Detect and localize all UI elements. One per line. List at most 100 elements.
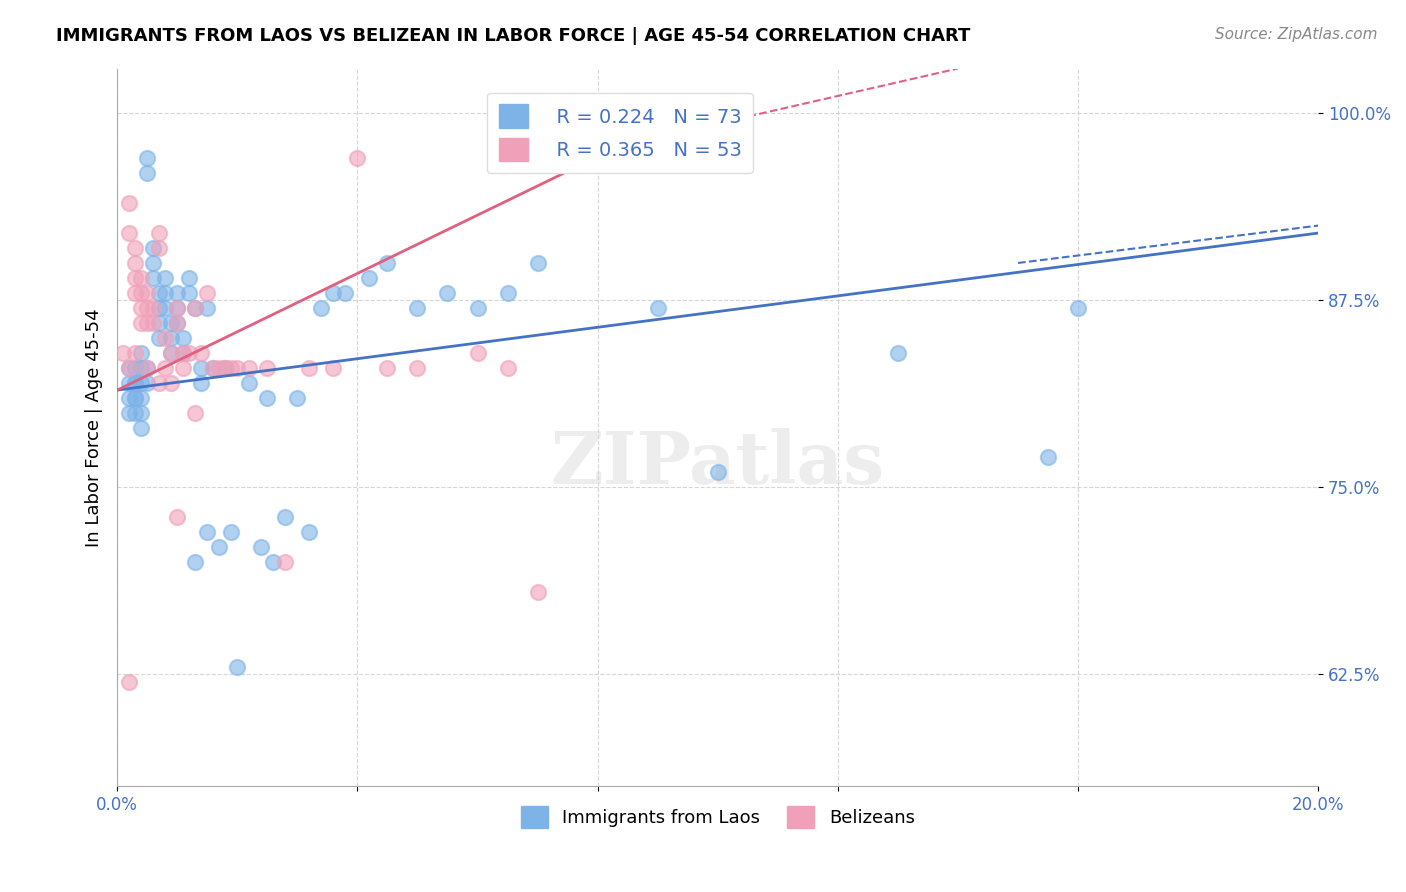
Point [526,256,548,270]
Y-axis label: In Labor Force | Age 45-54: In Labor Force | Age 45-54 [86,309,103,547]
Point [118,226,141,240]
Point [238,376,260,390]
Point [274,555,297,569]
Point [136,376,159,390]
Point [195,525,218,540]
Point [136,285,159,300]
Point [124,405,146,419]
Point [148,376,170,390]
Point [118,391,141,405]
Point [136,151,159,165]
Point [166,285,188,300]
Point [1036,450,1059,465]
Point [166,510,188,524]
Text: Source: ZipAtlas.com: Source: ZipAtlas.com [1215,27,1378,42]
Point [262,555,284,569]
Point [136,360,159,375]
Point [160,345,183,359]
Point [136,360,159,375]
Point [496,360,519,375]
Point [124,391,146,405]
Point [184,301,207,315]
Point [647,301,669,315]
Point [118,360,141,375]
Point [155,360,177,375]
Point [190,376,212,390]
Point [298,525,321,540]
Point [136,301,159,315]
Point [129,285,152,300]
Point [118,360,141,375]
Point [160,376,183,390]
Point [166,316,188,330]
Point [467,345,489,359]
Point [172,345,194,359]
Point [129,405,152,419]
Point [118,376,141,390]
Point [124,285,146,300]
Point [155,331,177,345]
Point [322,285,344,300]
Point [311,301,333,315]
Point [142,271,165,285]
Point [179,285,201,300]
Point [172,345,194,359]
Point [359,271,381,285]
Point [226,660,249,674]
Point [142,316,165,330]
Point [184,301,207,315]
Point [1067,301,1090,315]
Point [238,360,260,375]
Point [118,196,141,211]
Point [124,360,146,375]
Point [202,360,225,375]
Point [377,360,399,375]
Point [322,360,344,375]
Point [436,285,458,300]
Point [124,241,146,255]
Point [526,585,548,599]
Point [166,301,188,315]
Point [129,420,152,434]
Point [166,301,188,315]
Text: IMMIGRANTS FROM LAOS VS BELIZEAN IN LABOR FORCE | AGE 45-54 CORRELATION CHART: IMMIGRANTS FROM LAOS VS BELIZEAN IN LABO… [56,27,970,45]
Point [250,540,273,554]
Point [179,271,201,285]
Point [190,345,212,359]
Point [148,301,170,315]
Point [124,345,146,359]
Point [274,510,297,524]
Point [148,285,170,300]
Point [496,285,519,300]
Point [190,360,212,375]
Point [226,360,249,375]
Point [285,391,308,405]
Point [129,391,152,405]
Point [298,360,321,375]
Point [208,540,231,554]
Point [195,301,218,315]
Point [129,360,152,375]
Point [155,285,177,300]
Point [142,301,165,315]
Point [118,674,141,689]
Point [706,466,728,480]
Point [160,316,183,330]
Point [124,376,146,390]
Point [406,301,429,315]
Point [160,345,183,359]
Point [221,525,243,540]
Point [142,256,165,270]
Legend: Immigrants from Laos, Belizeans: Immigrants from Laos, Belizeans [513,798,922,835]
Point [112,345,135,359]
Point [155,271,177,285]
Point [124,256,146,270]
Point [166,316,188,330]
Point [221,360,243,375]
Point [406,360,429,375]
Point [155,301,177,315]
Point [172,360,194,375]
Point [256,360,278,375]
Point [208,360,231,375]
Point [172,331,194,345]
